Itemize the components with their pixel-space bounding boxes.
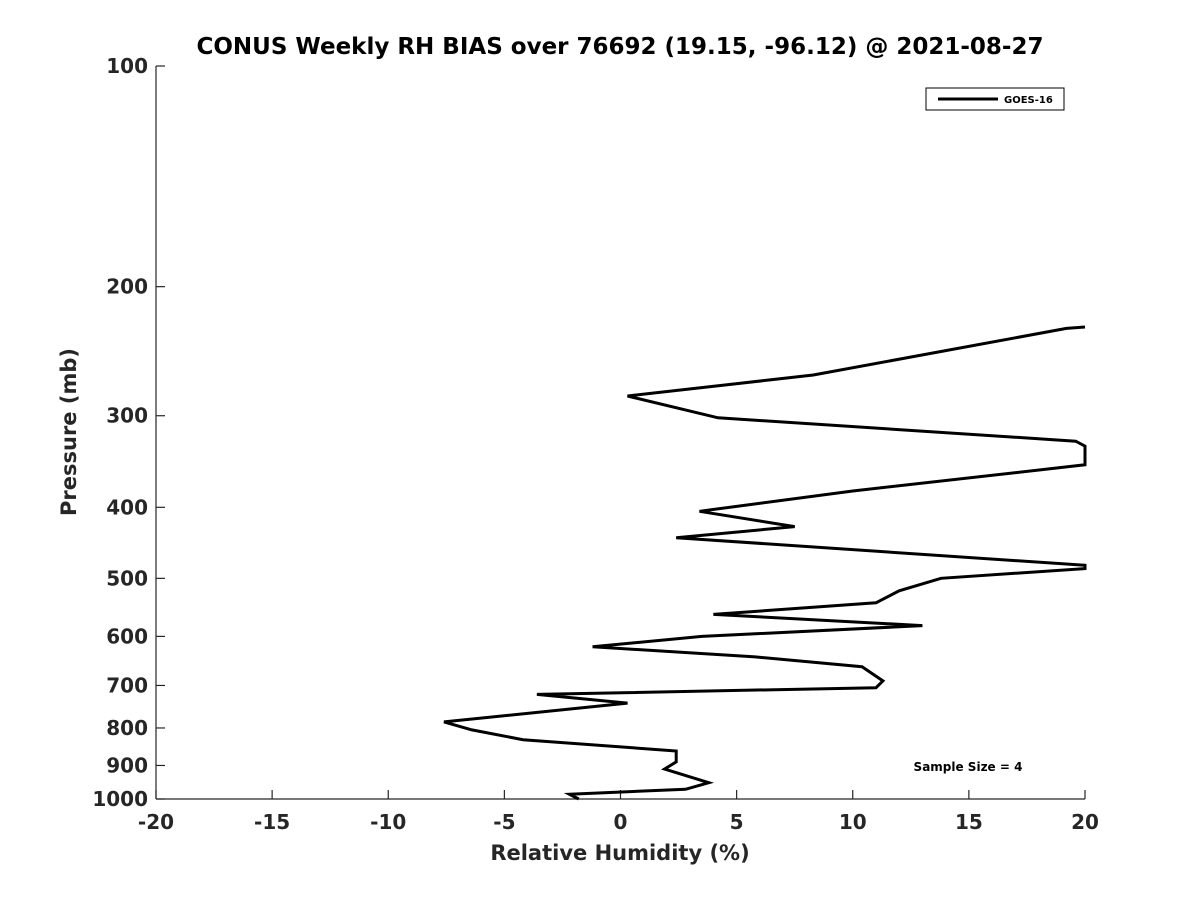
x-tick-label: 20 (1071, 810, 1099, 834)
legend: GOES-16 (925, 87, 1065, 111)
x-tick-label: -20 (138, 810, 174, 834)
y-tick-label: 700 (106, 673, 148, 697)
y-axis-ticks: 100 200 300 400 500 600 700 800 900 1000 (92, 54, 165, 811)
y-tick-label: 400 (106, 495, 148, 519)
sample-size-annotation: Sample Size = 4 (914, 760, 1023, 774)
x-tick-label: -5 (493, 810, 515, 834)
y-tick-label: 300 (106, 404, 148, 428)
x-axis-label: Relative Humidity (%) (490, 841, 749, 865)
legend-entry-goes-16: GOES-16 (1004, 95, 1053, 106)
y-axis-label: Pressure (mb) (57, 348, 81, 516)
y-tick-label: 1000 (92, 787, 148, 811)
y-tick-label: 900 (106, 753, 148, 777)
x-tick-label: 10 (839, 810, 867, 834)
y-tick-label: 800 (106, 716, 148, 740)
x-axis-ticks: -20 -15 -10 -5 0 5 10 15 20 (138, 790, 1099, 834)
series-line-goes-16 (443, 325, 1087, 801)
x-tick-label: 0 (614, 810, 628, 834)
y-tick-label: 600 (106, 624, 148, 648)
chart-title: CONUS Weekly RH BIAS over 76692 (19.15, … (196, 34, 1043, 60)
x-tick-label: -10 (370, 810, 406, 834)
x-tick-label: 5 (730, 810, 744, 834)
x-tick-label: 15 (955, 810, 983, 834)
y-tick-label: 500 (106, 566, 148, 590)
y-tick-label: 200 (106, 275, 148, 299)
x-tick-label: -15 (254, 810, 290, 834)
y-tick-label: 100 (106, 54, 148, 78)
series-layer (443, 325, 1087, 801)
